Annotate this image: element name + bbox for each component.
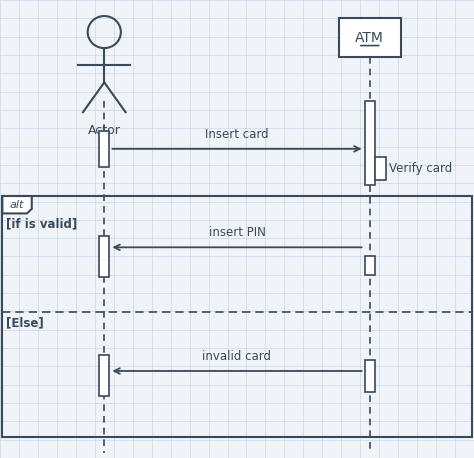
Text: insert PIN: insert PIN xyxy=(209,226,265,239)
Bar xyxy=(99,131,109,167)
Text: invalid card: invalid card xyxy=(202,350,272,363)
Bar xyxy=(99,355,109,396)
Polygon shape xyxy=(2,196,32,213)
Text: [Else]: [Else] xyxy=(6,316,44,329)
Text: Actor: Actor xyxy=(88,124,121,136)
Bar xyxy=(365,360,375,392)
Text: Verify card: Verify card xyxy=(389,162,452,174)
Bar xyxy=(99,236,109,277)
Text: Insert card: Insert card xyxy=(205,128,269,141)
Text: [if is valid]: [if is valid] xyxy=(6,217,77,230)
Text: alt: alt xyxy=(10,200,24,210)
Bar xyxy=(339,18,401,57)
Bar xyxy=(375,157,386,180)
Bar xyxy=(365,101,375,185)
Bar xyxy=(365,256,375,275)
Bar xyxy=(2,196,472,437)
Text: ATM: ATM xyxy=(356,31,384,45)
